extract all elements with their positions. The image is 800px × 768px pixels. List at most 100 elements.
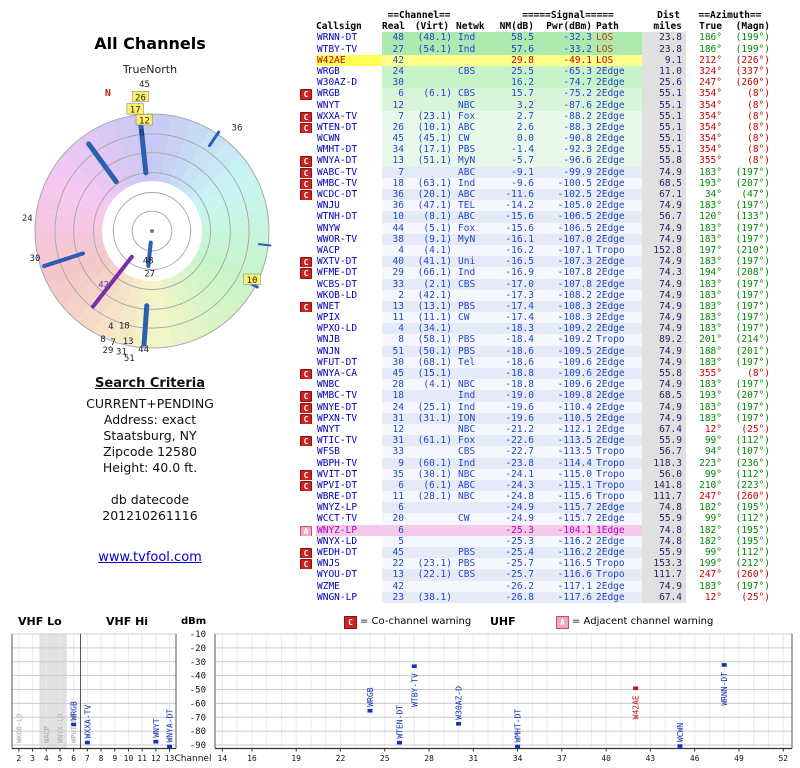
callsign-cell[interactable]: WTNH-DT xyxy=(316,211,382,223)
col-path: Path xyxy=(596,21,619,33)
callsign-cell[interactable]: WFSB xyxy=(316,446,382,458)
callsign-cell[interactable]: WFME-DT xyxy=(316,267,382,279)
real-channel-cell: 24 xyxy=(382,65,408,78)
callsign-cell[interactable]: WMBC-TV xyxy=(316,390,382,402)
path-cell: 2Edge xyxy=(596,323,642,335)
network-cell: PBS xyxy=(456,144,494,156)
callsign-cell[interactable]: WNJU xyxy=(316,200,382,212)
true-azimuth-cell: 223° xyxy=(686,457,726,469)
power-cell: -109.5 xyxy=(538,345,596,357)
true-azimuth-cell: 183° xyxy=(686,222,726,234)
table-row: W30AZ-D 30 16.2 -74.7 2Edge 25.6 247° (260°) xyxy=(300,77,798,89)
true-azimuth-cell: 183° xyxy=(686,256,726,268)
callsign-cell[interactable]: WNYE-DT xyxy=(316,401,382,413)
callsign-cell[interactable]: WBPH-TV xyxy=(316,457,382,469)
callsign-cell[interactable]: WCWN xyxy=(316,133,382,145)
virtual-channel-cell: (11.1) xyxy=(408,312,456,324)
noise-margin-cell: -22.6 xyxy=(494,435,538,447)
col-netwk: Netwk xyxy=(456,21,485,33)
callsign-cell[interactable]: WNYW xyxy=(316,222,382,234)
virtual-channel-cell: (5.1) xyxy=(408,222,456,234)
callsign-cell[interactable]: WNET xyxy=(316,300,382,313)
noise-margin-cell: 2.6 xyxy=(494,121,538,134)
callsign-cell[interactable]: WEDH-DT xyxy=(316,547,382,559)
callsign-cell[interactable]: WPXN-TV xyxy=(316,412,382,424)
noise-margin-cell: 16.2 xyxy=(494,77,538,89)
callsign-cell[interactable]: WABC-TV xyxy=(316,166,382,178)
faint-station-label: WKOB-LD xyxy=(15,713,23,743)
callsign-cell[interactable]: WNYA-DT xyxy=(316,155,382,167)
callsign-cell[interactable]: WXXA-TV xyxy=(316,110,382,122)
callsign-cell[interactable]: WNGN-LP xyxy=(316,591,382,603)
callsign-cell[interactable]: WRGB xyxy=(316,65,382,78)
warning-badge xyxy=(300,65,316,78)
callsign-cell[interactable]: W30AZ-D xyxy=(316,77,382,89)
magnetic-azimuth-cell: (8°) xyxy=(726,88,774,100)
callsign-cell[interactable]: WRNN-DT xyxy=(316,32,382,44)
noise-margin-cell: 58.5 xyxy=(494,32,538,44)
callsign-cell[interactable]: WWOR-TV xyxy=(316,233,382,245)
callsign-cell[interactable]: WCCT-TV xyxy=(316,513,382,525)
callsign-cell[interactable]: WFUT-DT xyxy=(316,356,382,368)
callsign-cell[interactable]: WNYZ-LP xyxy=(316,502,382,514)
warning-badge: C xyxy=(300,368,316,380)
co-channel-warning-icon: C xyxy=(300,156,312,167)
channel-label: 45 xyxy=(139,80,150,90)
virtual-channel-cell: (9.1) xyxy=(408,233,456,245)
magnetic-azimuth-cell: (226°) xyxy=(726,54,774,66)
warning-badge xyxy=(300,43,316,55)
callsign-cell[interactable]: WNJN xyxy=(316,345,382,357)
callsign-cell[interactable]: WTEN-DT xyxy=(316,121,382,134)
callsign-cell[interactable]: WNJS xyxy=(316,558,382,570)
callsign-cell[interactable]: WTBY-TV xyxy=(316,43,382,55)
callsign-cell[interactable]: WRGB xyxy=(316,88,382,100)
callsign-cell[interactable]: WACP xyxy=(316,244,382,257)
callsign-cell[interactable]: WBRE-DT xyxy=(316,491,382,503)
callsign-cell[interactable]: W42AE xyxy=(316,54,382,66)
table-row: WNYZ-LP 6 -24.9 -115.7 2Edge 74.8 182° (195°) xyxy=(300,502,798,514)
warning-badge xyxy=(300,77,316,89)
callsign-cell[interactable]: WNYX-LD xyxy=(316,535,382,547)
noise-margin-cell: -18.3 xyxy=(494,323,538,335)
callsign-cell[interactable]: WPVI-DT xyxy=(316,479,382,492)
true-azimuth-cell: 354° xyxy=(686,121,726,134)
compass-sector xyxy=(198,190,268,223)
callsign-cell[interactable]: WYOU-DT xyxy=(316,569,382,581)
callsign-cell[interactable]: WMBC-TV xyxy=(316,177,382,189)
power-cell: -112.1 xyxy=(538,423,596,436)
power-cell: -108.3 xyxy=(538,300,596,313)
callsign-cell[interactable]: WNJB xyxy=(316,334,382,346)
station-marker xyxy=(411,664,417,668)
power-cell: -115.0 xyxy=(538,468,596,480)
magnetic-azimuth-cell: (8°) xyxy=(726,110,774,122)
callsign-cell[interactable]: WCBS-DT xyxy=(316,278,382,290)
channel-group-header: ==Channel== xyxy=(387,10,451,21)
miles-cell: 74.8 xyxy=(642,535,686,547)
callsign-cell[interactable]: WPXO-LD xyxy=(316,323,382,335)
callsign-cell[interactable]: WMHT-DT xyxy=(316,144,382,156)
callsign-cell[interactable]: WNYT xyxy=(316,423,382,436)
callsign-cell[interactable]: WPIX xyxy=(316,312,382,324)
callsign-cell[interactable]: WZME xyxy=(316,580,382,592)
channel-label: 48 xyxy=(143,256,154,266)
callsign-cell[interactable]: WTIC-TV xyxy=(316,435,382,447)
callsign-cell[interactable]: WNYA-CA xyxy=(316,368,382,380)
path-cell: LOS xyxy=(596,32,642,44)
network-cell: ION xyxy=(456,412,494,424)
noise-margin-cell: -16.5 xyxy=(494,256,538,268)
range-ring xyxy=(131,210,173,252)
miles-cell: 55.1 xyxy=(642,99,686,111)
callsign-cell[interactable]: WNYZ-LP xyxy=(316,524,382,536)
power-cell: -92.3 xyxy=(538,144,596,156)
vhf-hi-label: VHF Hi xyxy=(106,615,149,628)
callsign-cell[interactable]: WCDC-DT xyxy=(316,189,382,201)
callsign-cell[interactable]: WNBC xyxy=(316,379,382,391)
callsign-cell[interactable]: WNYT xyxy=(316,99,382,111)
miles-cell: 74.9 xyxy=(642,412,686,424)
callsign-cell[interactable]: WXTV-DT xyxy=(316,256,382,268)
tvfool-link[interactable]: www.tvfool.com xyxy=(98,550,202,565)
callsign-cell[interactable]: WVIT-DT xyxy=(316,468,382,480)
warning-badge xyxy=(300,345,316,357)
compass-sector xyxy=(190,256,254,307)
callsign-cell[interactable]: WKOB-LD xyxy=(316,289,382,301)
